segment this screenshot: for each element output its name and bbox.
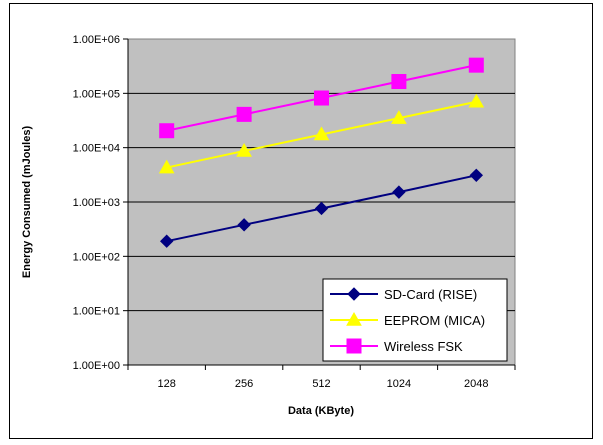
data-point-series-3 (391, 74, 407, 90)
legend-label-3: Wireless FSK (384, 339, 463, 354)
y-tick-label: 1.00E+02 (73, 251, 120, 263)
data-point-series-3 (159, 123, 175, 139)
x-tick-label: 512 (312, 378, 330, 390)
x-tick-label: 1024 (387, 378, 411, 390)
y-tick-label: 1.00E+04 (73, 143, 120, 155)
legend-items: SD-Card (RISE) EEPROM (MICA) Wireless FSK (330, 287, 485, 354)
data-point-series-2 (236, 142, 252, 157)
x-tick-label: 256 (235, 378, 253, 390)
legend-marker-2 (346, 311, 362, 326)
series-layer (158, 57, 485, 248)
axis-layer: 1.00E+00 1.00E+01 1.00E+02 1.00E+03 1.00E+04… (73, 34, 516, 390)
data-point-series-1 (237, 218, 251, 232)
data-point-series-2 (158, 159, 175, 174)
x-axis-title: Data (KByte) (288, 405, 354, 417)
y-tick-label: 1.00E+00 (73, 360, 120, 372)
x-tick-label: 2048 (464, 378, 488, 390)
y-tick-label: 1.00E+01 (73, 306, 120, 318)
data-point-series-2 (313, 126, 330, 141)
data-point-series-3 (314, 90, 329, 106)
legend-marker-3 (346, 338, 362, 354)
legend: SD-Card (RISE) EEPROM (MICA) Wireless FSK (322, 278, 508, 362)
legend-label-2: EEPROM (MICA) (384, 313, 485, 328)
data-point-series-1 (469, 168, 484, 183)
y-tick-label: 1.00E+03 (73, 197, 120, 209)
y-tick-label: 1.00E+05 (73, 88, 120, 100)
data-point-series-1 (314, 201, 329, 216)
y-axis-title: Energy Consumed (mJoules) (21, 126, 33, 279)
chart-svg: 1.00E+00 1.00E+01 1.00E+02 1.00E+03 1.00E+04… (21, 34, 516, 417)
data-point-series-1 (159, 234, 174, 248)
data-point-series-1 (392, 185, 406, 199)
y-tick-label: 1.00E+06 (73, 34, 120, 46)
x-tick-label: 128 (158, 378, 176, 390)
data-point-series-2 (468, 93, 485, 108)
chart-frame: 1.00E+00 1.00E+01 1.00E+02 1.00E+03 1.00E+04… (9, 3, 593, 439)
data-point-series-2 (391, 110, 407, 124)
data-point-series-3 (468, 57, 484, 73)
data-point-series-3 (236, 106, 252, 122)
legend-label-1: SD-Card (RISE) (384, 287, 477, 302)
legend-marker-1 (347, 287, 361, 301)
